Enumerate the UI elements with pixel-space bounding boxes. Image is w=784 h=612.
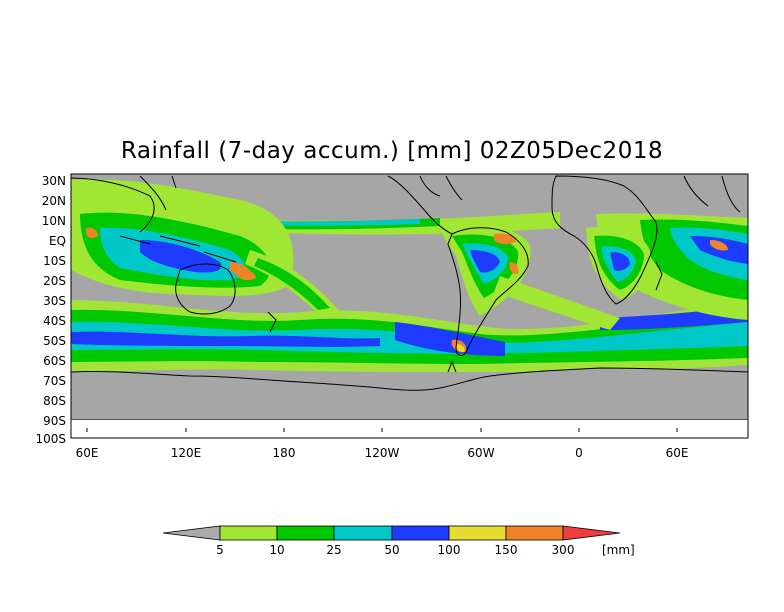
colorbar-tick-label: 10 <box>269 543 284 557</box>
lat-label: 60S <box>43 354 66 368</box>
indian-ocean-very-heavy-region <box>690 236 748 264</box>
lat-label: 40S <box>43 314 66 328</box>
lon-tick-marks <box>86 428 678 432</box>
lat-axis: 30N 20N 10N EQ 10S 20S 30S 40S 50S 60S 7… <box>35 174 66 446</box>
lon-label: 60E <box>666 446 689 460</box>
lat-label: 80S <box>43 394 66 408</box>
lat-label: 50S <box>43 334 66 348</box>
sacz-light-band <box>494 276 620 330</box>
antarctic-peninsula-outline <box>447 360 457 373</box>
maritime-continent-outline <box>70 177 237 263</box>
storm-track-extreme-spot <box>236 269 256 281</box>
colorbar-segment <box>505 525 564 541</box>
australia-outline <box>175 263 236 315</box>
patagonia-yellow-spot <box>456 344 465 352</box>
spcz-moderate-band <box>254 258 330 310</box>
storm-track-very-heavy-streak <box>71 331 380 347</box>
south-america-extreme-spot <box>494 233 516 245</box>
south-america-outline <box>447 227 529 356</box>
colorbar-tick-label: 300 <box>552 543 575 557</box>
rainfall-bands <box>71 179 748 420</box>
south-america-very-heavy-region <box>470 250 500 273</box>
indian-ocean-extreme-spot <box>710 240 728 251</box>
map-frame <box>70 173 749 439</box>
colorbar-above-triangle <box>562 525 621 541</box>
east-asia-outline <box>139 175 177 211</box>
lat-label: 70S <box>43 374 66 388</box>
map-title: Rainfall (7-day accum.) [mm] 02Z05Dec201… <box>120 138 664 164</box>
lon-label: 60W <box>467 446 494 460</box>
lat-label: 10S <box>43 254 66 268</box>
lon-label: 0 <box>575 446 583 460</box>
lat-label: 90S <box>43 414 66 428</box>
colorbar-tick-label: 5 <box>216 543 224 557</box>
lon-label: 120E <box>171 446 202 460</box>
lon-axis: 60E 120E 180 120W 60W 0 60E <box>76 446 689 460</box>
south-america-extreme-spot <box>509 262 519 274</box>
new-zealand-outline <box>267 311 277 333</box>
warm-pool-extreme-spot <box>86 227 98 239</box>
antarctica-coast <box>71 367 748 420</box>
arabia-outline <box>683 175 741 213</box>
lon-label: 180 <box>273 446 296 460</box>
colorbar-segment <box>219 525 278 541</box>
lat-label: 20N <box>42 194 66 208</box>
lat-label: 30N <box>42 174 66 188</box>
lat-label: EQ <box>49 234 66 248</box>
colorbar-segment <box>391 525 450 541</box>
colorbar-below-triangle <box>162 525 221 541</box>
africa-outline <box>551 175 658 305</box>
madagascar-outline <box>655 261 663 291</box>
lat-label: 100S <box>35 432 66 446</box>
colorbar-tick-label: 100 <box>438 543 461 557</box>
lat-label: 20S <box>43 274 66 288</box>
colorbar: 5 10 25 50 100 150 300 [mm] <box>162 525 635 557</box>
africa-very-heavy-region <box>610 252 630 271</box>
colorbar-tick-label: 25 <box>326 543 341 557</box>
colorbar-segment <box>276 525 335 541</box>
lon-label: 60E <box>76 446 99 460</box>
lat-label: 30S <box>43 294 66 308</box>
lat-label: 10N <box>42 214 66 228</box>
gulf-outline <box>419 175 463 201</box>
storm-track-very-heavy-streak <box>395 322 505 356</box>
colorbar-tick-label: 150 <box>495 543 518 557</box>
coastlines <box>70 175 741 373</box>
colorbar-unit: [mm] <box>602 543 635 557</box>
central-america-outline <box>387 175 453 235</box>
lon-label: 120W <box>365 446 400 460</box>
colorbar-segment <box>333 525 393 541</box>
colorbar-tick-label: 50 <box>384 543 399 557</box>
colorbar-segment <box>448 525 507 541</box>
